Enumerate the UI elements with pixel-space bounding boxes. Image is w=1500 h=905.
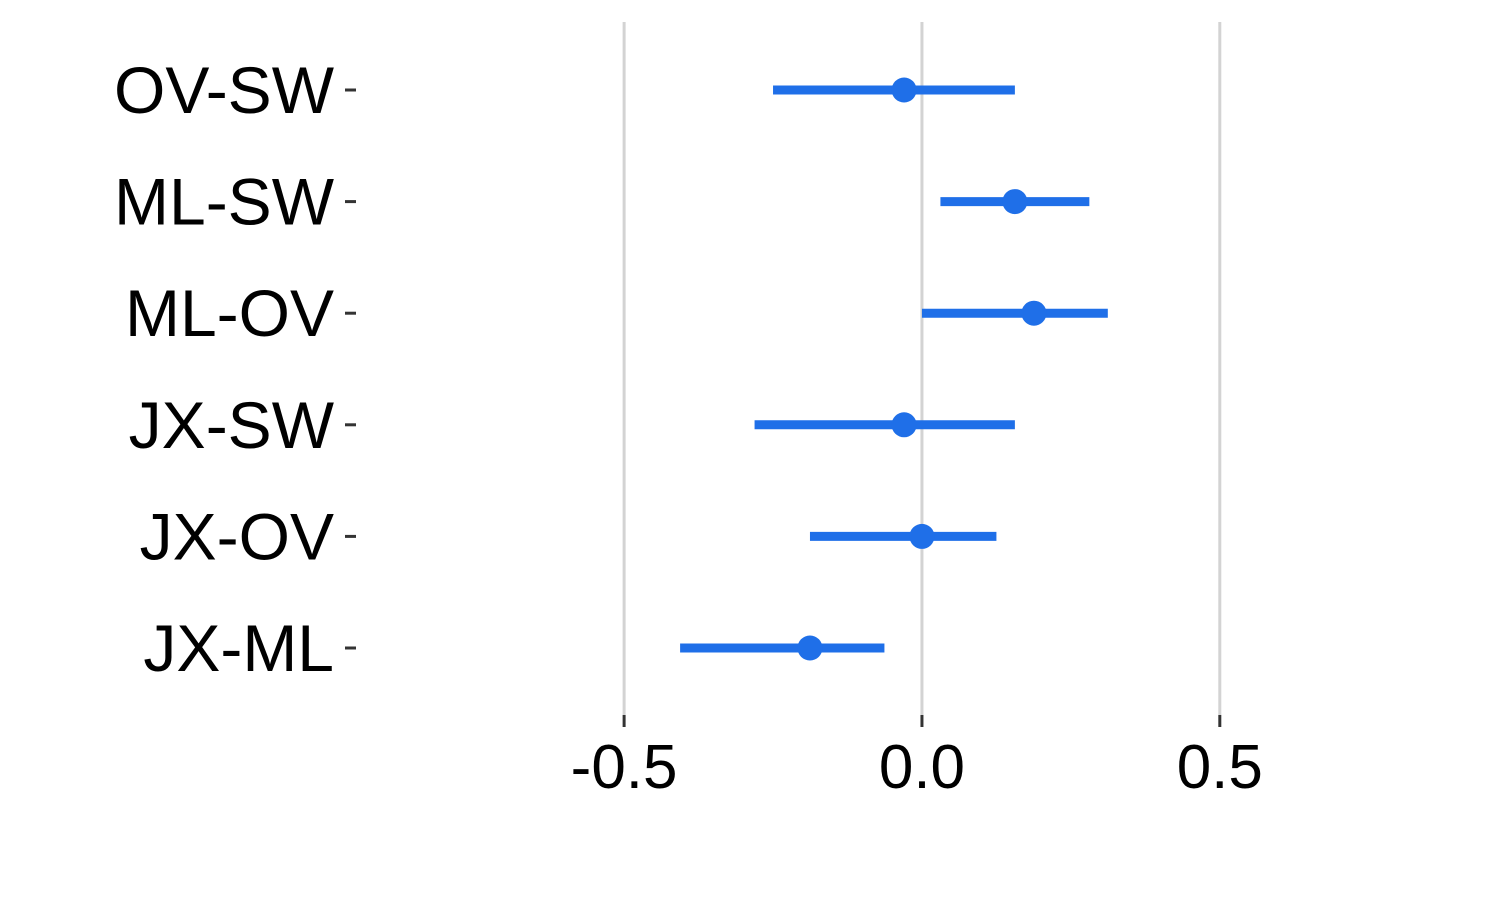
y-tick-label: JX-OV <box>140 499 334 573</box>
point-estimate <box>909 523 935 549</box>
point-estimate <box>891 412 917 438</box>
y-tick-label: ML-SW <box>114 165 335 239</box>
x-tick-label: -0.5 <box>571 733 678 802</box>
x-tick-label: 0.0 <box>879 733 965 802</box>
x-axis: -0.5 0.0 0.5 <box>571 715 1263 802</box>
point-estimate <box>1021 300 1047 326</box>
y-tick-label: OV-SW <box>114 53 335 127</box>
point-estimate <box>797 635 823 661</box>
data-marks <box>680 77 1108 661</box>
y-tick-label: ML-OV <box>125 276 334 350</box>
point-estimate <box>891 77 917 103</box>
y-tick-label: JX-ML <box>143 611 334 685</box>
gridlines <box>622 22 1222 715</box>
y-tick-label: JX-SW <box>129 388 335 462</box>
x-tick-label: 0.5 <box>1177 733 1263 802</box>
y-axis: OV-SW ML-SW ML-OV JX-SW JX-OV JX-ML <box>114 53 356 685</box>
point-estimate <box>1002 189 1028 215</box>
